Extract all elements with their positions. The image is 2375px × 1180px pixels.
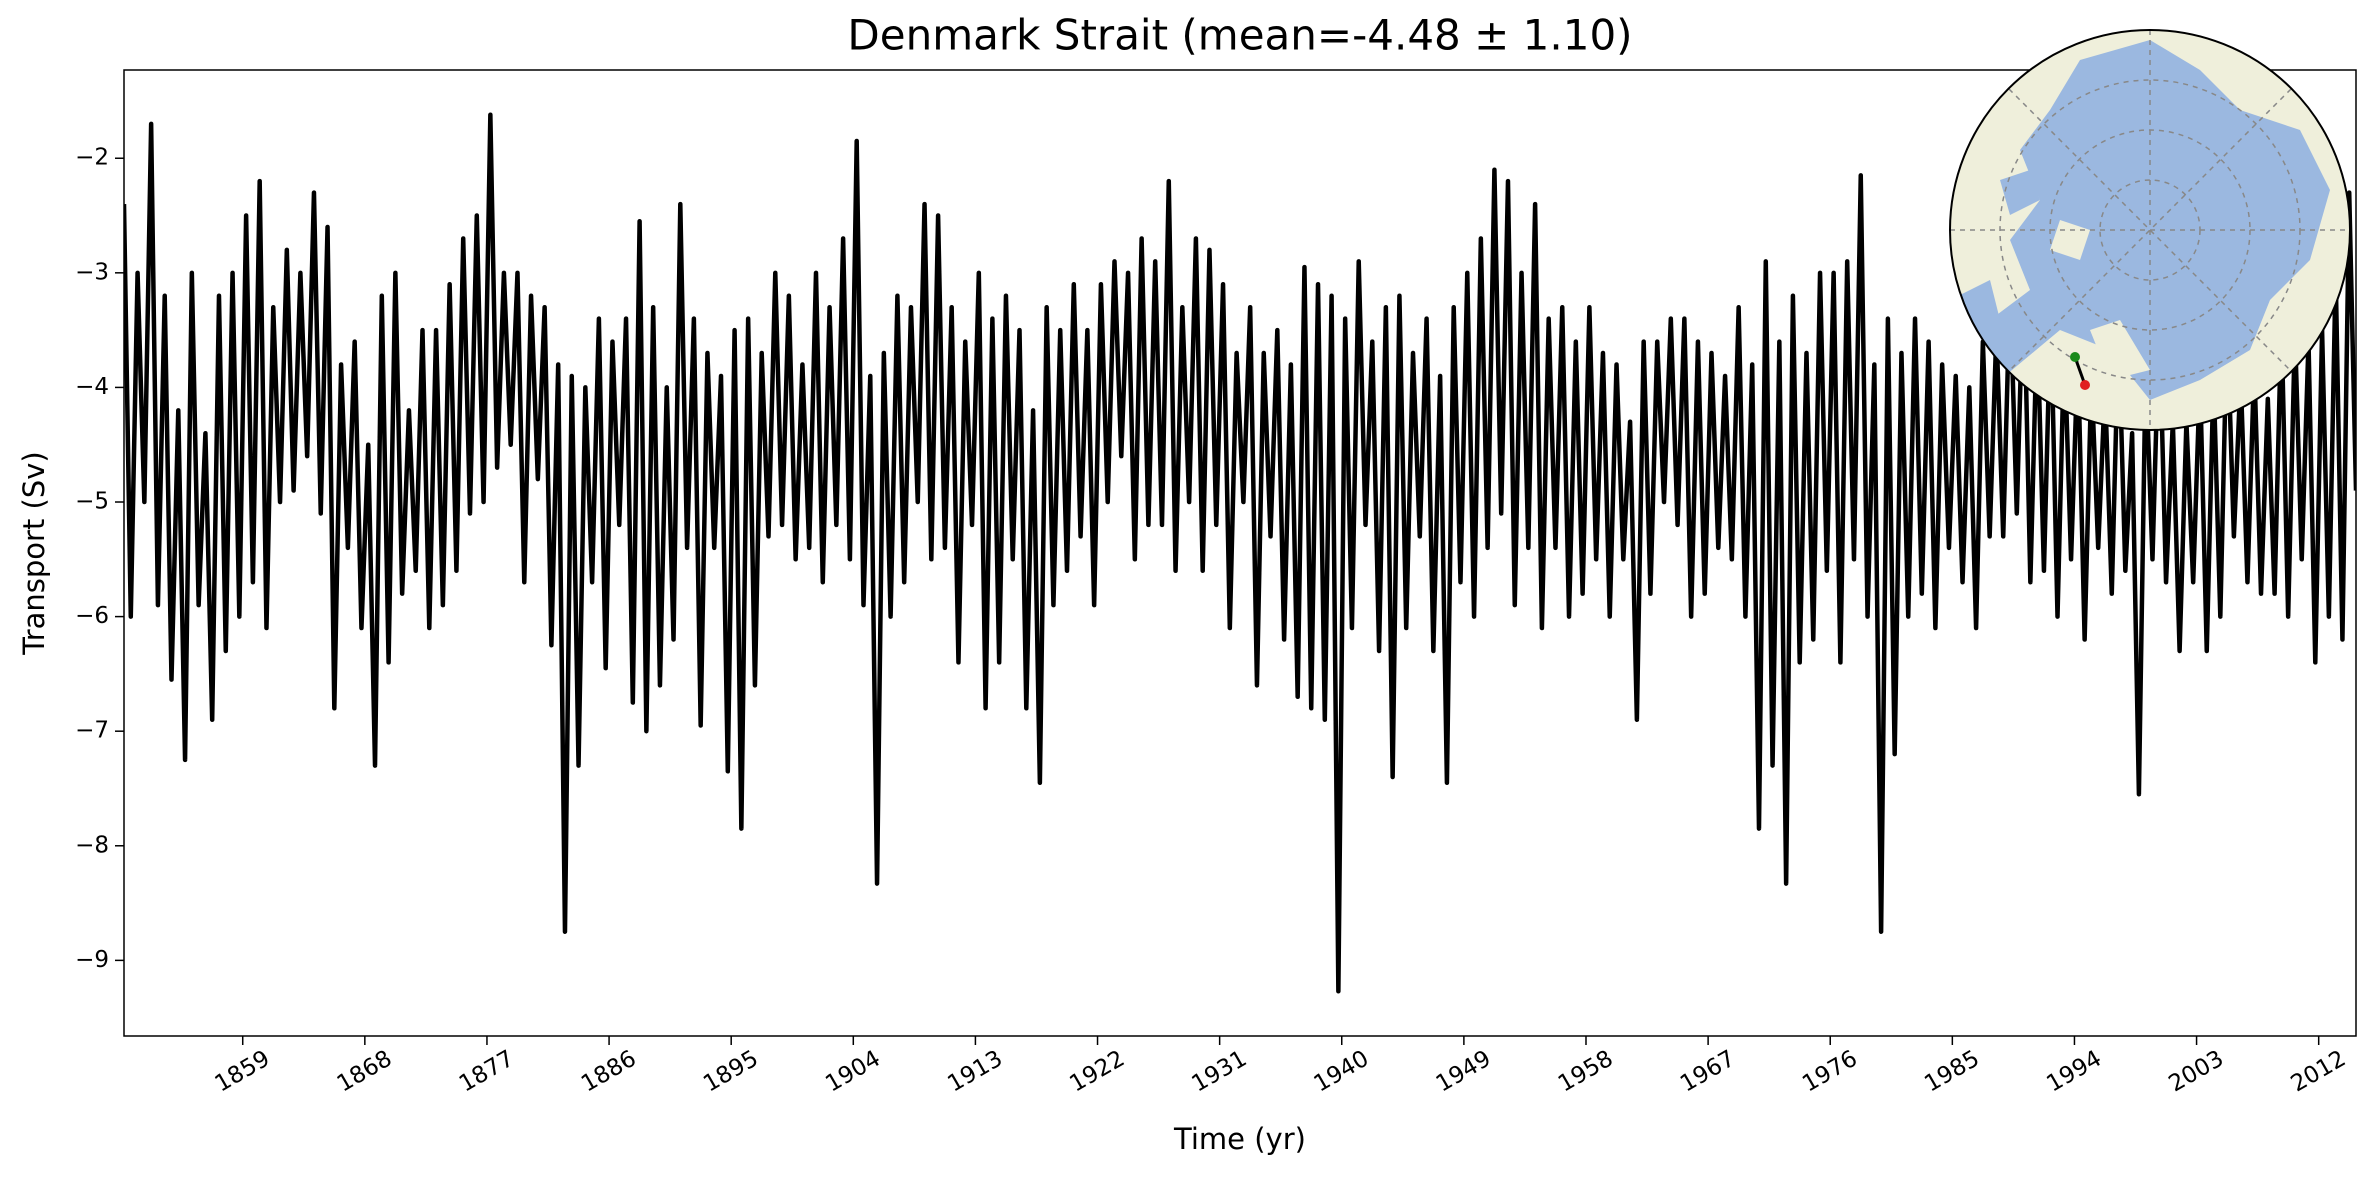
y-tick-label: −7 xyxy=(75,718,109,744)
chart-title: Denmark Strait (mean=-4.48 ± 1.10) xyxy=(847,11,1632,60)
section-start xyxy=(2070,352,2080,362)
map-ocean xyxy=(1950,30,2350,430)
y-tick-label: −4 xyxy=(75,374,109,400)
y-axis-label: Transport (Sv) xyxy=(17,451,51,656)
inset-map xyxy=(1949,29,2351,431)
axes-frame xyxy=(123,69,2357,1037)
y-tick-label: −3 xyxy=(75,259,109,285)
y-tick-label: −5 xyxy=(75,489,109,515)
y-tick-label: −6 xyxy=(75,603,109,629)
y-tick-label: −2 xyxy=(75,145,109,171)
section-end xyxy=(2080,380,2090,390)
map-border xyxy=(1949,29,2351,431)
y-tick-label: −8 xyxy=(75,832,109,858)
data-line xyxy=(124,112,2356,994)
x-axis-label: Time (yr) xyxy=(1173,1122,1306,1156)
y-tick-label: −9 xyxy=(75,947,109,973)
